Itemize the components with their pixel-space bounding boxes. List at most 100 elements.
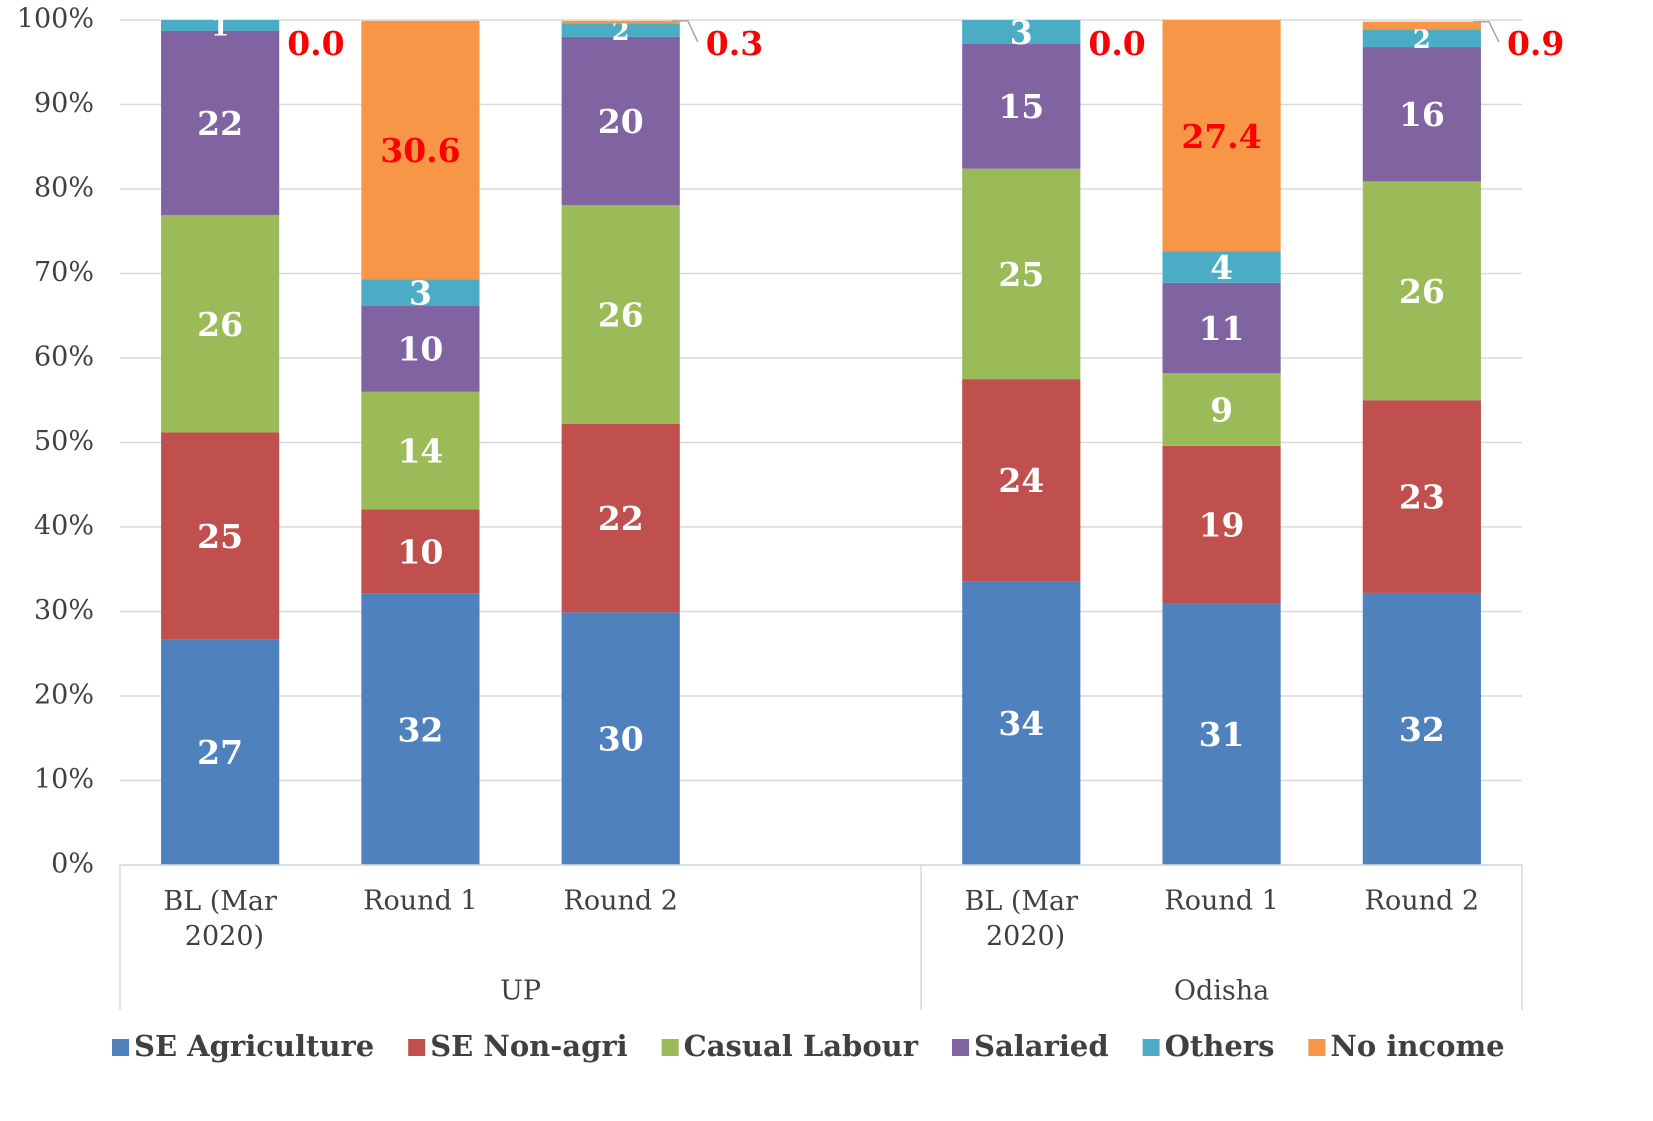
legend-label: Others	[1165, 1029, 1275, 1063]
bar-segment	[1362, 400, 1481, 593]
data-label: 32	[397, 710, 443, 749]
data-label: 23	[1399, 478, 1445, 517]
data-label: 2	[612, 17, 630, 47]
data-label: 0.9	[1507, 24, 1564, 63]
bar-segment	[1162, 282, 1281, 374]
x-tick-label: Round 2	[564, 886, 678, 917]
legend-label: SE Agriculture	[134, 1029, 374, 1063]
data-label: 16	[1399, 95, 1445, 134]
bar-segment	[1362, 29, 1481, 48]
bar-segment	[1362, 21, 1481, 30]
data-label: 26	[598, 295, 644, 334]
data-label: 0.0	[287, 24, 344, 63]
legend-label: Casual Labour	[684, 1029, 919, 1063]
data-label: 9	[1210, 391, 1233, 430]
data-label: 19	[1199, 505, 1245, 544]
x-tick-line: BL (Mar	[163, 886, 277, 917]
x-tick-line: 2020)	[176, 921, 264, 952]
legend-swatch	[1142, 1039, 1160, 1056]
bar-segment	[962, 20, 1081, 44]
data-label: 26	[197, 305, 243, 344]
y-tick-label: 60%	[34, 342, 94, 373]
bar-segment	[1162, 20, 1281, 252]
y-tick-label: 40%	[34, 511, 94, 542]
bar-segment	[962, 581, 1081, 865]
y-tick-label: 100%	[17, 4, 94, 35]
bar-segment	[561, 205, 680, 424]
y-tick-label: 70%	[34, 257, 94, 288]
y-tick-label: 50%	[34, 426, 94, 457]
bar-segment	[361, 509, 480, 594]
bar-segment	[1362, 47, 1481, 182]
data-label: 10	[397, 330, 443, 369]
legend-label: SE Non-agri	[430, 1029, 627, 1063]
data-label: 11	[1199, 309, 1245, 348]
data-label: 4	[1210, 248, 1233, 287]
bar-segment	[361, 305, 480, 392]
data-label: 34	[998, 704, 1044, 743]
group-label: Odisha	[1174, 976, 1269, 1007]
data-label: 3	[409, 274, 432, 313]
y-tick-label: 90%	[34, 88, 94, 119]
bar-segment	[161, 432, 280, 640]
data-label: 27.4	[1181, 117, 1261, 156]
data-label: 30	[598, 720, 644, 759]
bar-segment	[1162, 445, 1281, 604]
x-tick-label: Round 1	[363, 886, 477, 917]
x-tick-label: Round 1	[1164, 886, 1278, 917]
bar-segment	[161, 639, 280, 865]
data-label: 2	[1413, 25, 1431, 55]
bar-segment	[361, 20, 480, 280]
y-tick-label: 0%	[51, 849, 94, 880]
x-tick-label: BL (Mar 2020)	[965, 886, 1079, 952]
data-label: 30.6	[380, 131, 460, 170]
data-label: 0.3	[706, 24, 763, 63]
y-tick-label: 20%	[34, 680, 94, 711]
x-tick-line: 2020)	[977, 921, 1065, 952]
data-label: 15	[998, 87, 1044, 126]
data-label: 22	[598, 499, 644, 538]
y-tick-label: 30%	[34, 595, 94, 626]
bar-segment	[561, 23, 680, 37]
bar-segment	[561, 423, 680, 613]
bar-segment	[361, 593, 480, 865]
y-tick-label: 10%	[34, 764, 94, 795]
data-label: 27	[197, 733, 243, 772]
bar-segment	[1162, 373, 1281, 446]
data-label: 10	[397, 533, 443, 572]
data-label: 22	[197, 104, 243, 143]
bar-segment	[361, 279, 480, 306]
bar-segment	[561, 612, 680, 865]
bar-segment	[161, 20, 280, 31]
data-label: 14	[397, 432, 443, 471]
legend-swatch	[952, 1039, 970, 1056]
legend-label: Salaried	[974, 1029, 1109, 1063]
bar-segment	[1362, 592, 1481, 865]
data-label: 32	[1399, 710, 1445, 749]
bar-segment	[962, 43, 1081, 169]
bar-segment	[161, 215, 280, 433]
leader-line	[671, 20, 699, 43]
data-label: 25	[998, 255, 1044, 294]
legend-swatch	[112, 1039, 129, 1056]
legend-label: No income	[1330, 1029, 1504, 1063]
x-tick-line: BL (Mar	[965, 886, 1079, 917]
bar-segment	[561, 20, 680, 24]
legend-swatch	[661, 1039, 679, 1056]
data-label: 0.0	[1088, 24, 1145, 63]
data-label: 20	[598, 102, 644, 141]
data-label: 31	[1199, 715, 1245, 754]
legend-swatch	[408, 1039, 426, 1056]
bar-segment	[962, 168, 1081, 380]
bar-segment	[361, 391, 480, 510]
bar-segment	[161, 30, 280, 216]
y-tick-label: 80%	[34, 173, 94, 204]
bar-segment	[1162, 603, 1281, 865]
x-tick-label: Round 2	[1365, 886, 1479, 917]
data-label: 1	[211, 12, 229, 42]
bar-segment	[561, 36, 680, 206]
x-tick-label: BL (Mar 2020)	[163, 886, 277, 952]
bar-segment	[1362, 181, 1481, 401]
data-label: 24	[998, 461, 1044, 500]
